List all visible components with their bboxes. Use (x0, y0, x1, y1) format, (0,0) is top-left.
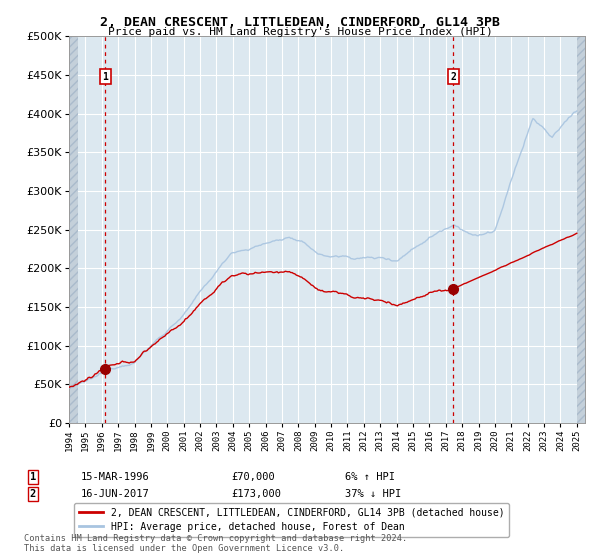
Text: 2, DEAN CRESCENT, LITTLEDEAN, CINDERFORD, GL14 3PB: 2, DEAN CRESCENT, LITTLEDEAN, CINDERFORD… (100, 16, 500, 29)
Legend: 2, DEAN CRESCENT, LITTLEDEAN, CINDERFORD, GL14 3PB (detached house), HPI: Averag: 2, DEAN CRESCENT, LITTLEDEAN, CINDERFORD… (74, 503, 509, 536)
Text: 1: 1 (102, 72, 108, 82)
Text: £70,000: £70,000 (231, 472, 275, 482)
Text: 15-MAR-1996: 15-MAR-1996 (81, 472, 150, 482)
Bar (69, 36, 78, 423)
Text: 16-JUN-2017: 16-JUN-2017 (81, 489, 150, 499)
Bar (577, 36, 600, 423)
Text: 1: 1 (30, 472, 36, 482)
Text: 37% ↓ HPI: 37% ↓ HPI (345, 489, 401, 499)
Text: Price paid vs. HM Land Registry's House Price Index (HPI): Price paid vs. HM Land Registry's House … (107, 27, 493, 38)
Text: £173,000: £173,000 (231, 489, 281, 499)
Text: 2: 2 (30, 489, 36, 499)
Text: 2: 2 (451, 72, 456, 82)
Text: 6% ↑ HPI: 6% ↑ HPI (345, 472, 395, 482)
Text: Contains HM Land Registry data © Crown copyright and database right 2024.
This d: Contains HM Land Registry data © Crown c… (24, 534, 407, 553)
